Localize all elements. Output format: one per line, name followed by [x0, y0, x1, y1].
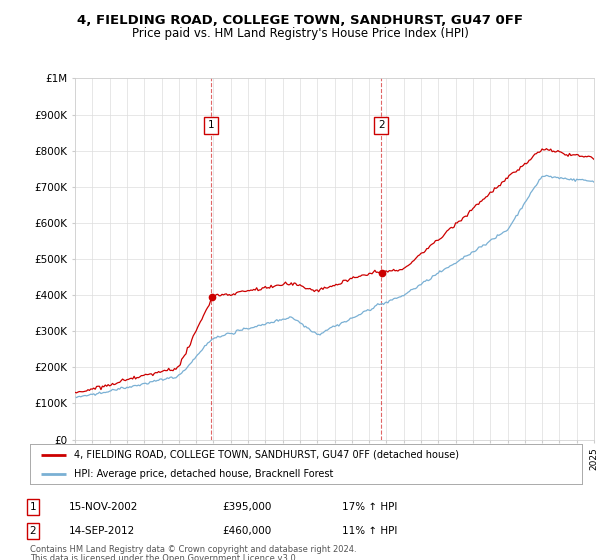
Text: 11% ↑ HPI: 11% ↑ HPI — [342, 526, 397, 536]
Text: 1: 1 — [29, 502, 37, 512]
Text: 4, FIELDING ROAD, COLLEGE TOWN, SANDHURST, GU47 0FF (detached house): 4, FIELDING ROAD, COLLEGE TOWN, SANDHURS… — [74, 450, 459, 460]
Text: 2: 2 — [378, 120, 385, 130]
Text: This data is licensed under the Open Government Licence v3.0.: This data is licensed under the Open Gov… — [30, 554, 298, 560]
Text: £395,000: £395,000 — [222, 502, 271, 512]
Text: Price paid vs. HM Land Registry's House Price Index (HPI): Price paid vs. HM Land Registry's House … — [131, 27, 469, 40]
Text: 1: 1 — [208, 120, 215, 130]
Text: 17% ↑ HPI: 17% ↑ HPI — [342, 502, 397, 512]
Text: 2: 2 — [29, 526, 37, 536]
Text: HPI: Average price, detached house, Bracknell Forest: HPI: Average price, detached house, Brac… — [74, 469, 334, 478]
Text: 4, FIELDING ROAD, COLLEGE TOWN, SANDHURST, GU47 0FF: 4, FIELDING ROAD, COLLEGE TOWN, SANDHURS… — [77, 14, 523, 27]
Text: Contains HM Land Registry data © Crown copyright and database right 2024.: Contains HM Land Registry data © Crown c… — [30, 545, 356, 554]
Text: £460,000: £460,000 — [222, 526, 271, 536]
Text: 14-SEP-2012: 14-SEP-2012 — [69, 526, 135, 536]
Text: 15-NOV-2002: 15-NOV-2002 — [69, 502, 139, 512]
